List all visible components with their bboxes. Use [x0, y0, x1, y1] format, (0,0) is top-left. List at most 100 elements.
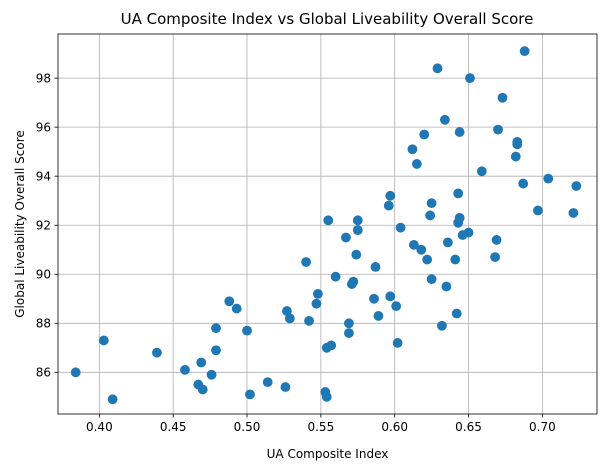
data-point	[196, 357, 207, 368]
data-point	[519, 46, 530, 57]
data-point	[465, 73, 475, 84]
data-point	[451, 308, 462, 319]
x-tick-label: 0.40	[86, 420, 113, 434]
y-tick-label: 98	[36, 71, 51, 85]
data-point	[284, 313, 295, 324]
data-point	[245, 389, 255, 400]
data-point	[490, 252, 501, 262]
x-axis-label: UA Composite Index	[267, 447, 389, 461]
x-tick-label: 0.65	[455, 420, 482, 434]
data-point	[280, 382, 291, 392]
data-point	[224, 296, 235, 307]
x-tick-label: 0.50	[234, 420, 261, 434]
data-point	[70, 367, 81, 378]
data-point	[510, 151, 521, 162]
data-point	[476, 166, 487, 177]
y-tick-label: 90	[36, 268, 51, 282]
data-point	[323, 215, 334, 226]
data-point	[311, 298, 322, 309]
data-point	[416, 244, 427, 255]
data-point	[242, 325, 252, 336]
data-point	[281, 306, 292, 316]
data-point	[437, 320, 447, 331]
data-point	[518, 178, 529, 189]
y-axis-ticks: 86 88 90 92 94 96 98	[36, 71, 58, 380]
data-point	[426, 198, 437, 209]
y-tick-label: 96	[36, 120, 51, 134]
data-point	[98, 335, 109, 346]
data-point	[369, 293, 379, 304]
data-point	[180, 364, 190, 375]
plot-area-frame	[57, 33, 598, 415]
data-point	[370, 262, 381, 272]
data-point	[441, 281, 452, 292]
data-point	[426, 274, 437, 285]
data-point	[231, 303, 242, 314]
data-point	[197, 384, 208, 395]
data-point	[348, 276, 359, 287]
y-tick-label: 88	[36, 317, 51, 331]
data-point	[543, 173, 554, 184]
data-point	[304, 315, 314, 326]
data-point	[408, 239, 419, 250]
data-point	[262, 377, 273, 388]
data-point	[463, 227, 474, 238]
x-tick-label: 0.60	[381, 420, 408, 434]
data-point	[571, 181, 582, 191]
data-point	[454, 127, 465, 137]
data-point	[442, 237, 453, 248]
data-point	[450, 254, 461, 265]
chart-title: UA Composite Index vs Global Liveability…	[121, 10, 534, 28]
data-point	[407, 144, 418, 155]
data-point	[152, 347, 162, 358]
data-points	[70, 46, 582, 405]
data-point	[344, 318, 354, 329]
data-point	[385, 291, 396, 302]
y-tick-label: 92	[36, 219, 51, 233]
data-point	[422, 254, 433, 265]
data-point	[107, 394, 118, 405]
data-point	[313, 288, 323, 299]
data-point	[385, 190, 396, 201]
grid	[58, 34, 597, 414]
data-point	[533, 205, 543, 216]
x-tick-label: 0.55	[307, 420, 334, 434]
x-tick-label: 0.70	[529, 420, 556, 434]
data-point	[497, 92, 508, 103]
data-point	[419, 129, 430, 140]
x-axis-ticks: 0.40 0.45 0.50 0.55 0.60 0.65 0.70	[86, 414, 556, 434]
y-axis-label: Global Liveability Overall Score	[13, 130, 27, 318]
data-point	[341, 232, 351, 243]
data-point	[439, 114, 450, 125]
x-tick-label: 0.45	[160, 420, 187, 434]
y-tick-label: 86	[36, 366, 51, 380]
data-point	[391, 301, 402, 312]
data-point	[454, 212, 465, 223]
data-point	[425, 210, 436, 221]
data-point	[568, 208, 579, 218]
data-point	[211, 345, 221, 356]
data-point	[352, 215, 363, 226]
data-point	[491, 235, 502, 245]
data-point	[344, 328, 354, 338]
data-point	[326, 340, 337, 351]
data-point	[395, 222, 406, 233]
data-point	[411, 159, 422, 169]
data-point	[453, 188, 464, 199]
data-point	[211, 323, 221, 334]
data-point	[352, 225, 363, 236]
data-point	[330, 271, 341, 282]
data-point	[493, 124, 503, 135]
data-point	[321, 391, 332, 402]
y-tick-label: 94	[36, 169, 51, 183]
data-point	[301, 257, 311, 267]
data-point	[373, 311, 384, 321]
data-point	[512, 136, 523, 147]
data-point	[351, 249, 362, 260]
data-point	[432, 63, 443, 74]
data-point	[392, 338, 403, 348]
data-point	[206, 369, 217, 380]
data-point	[383, 200, 394, 211]
